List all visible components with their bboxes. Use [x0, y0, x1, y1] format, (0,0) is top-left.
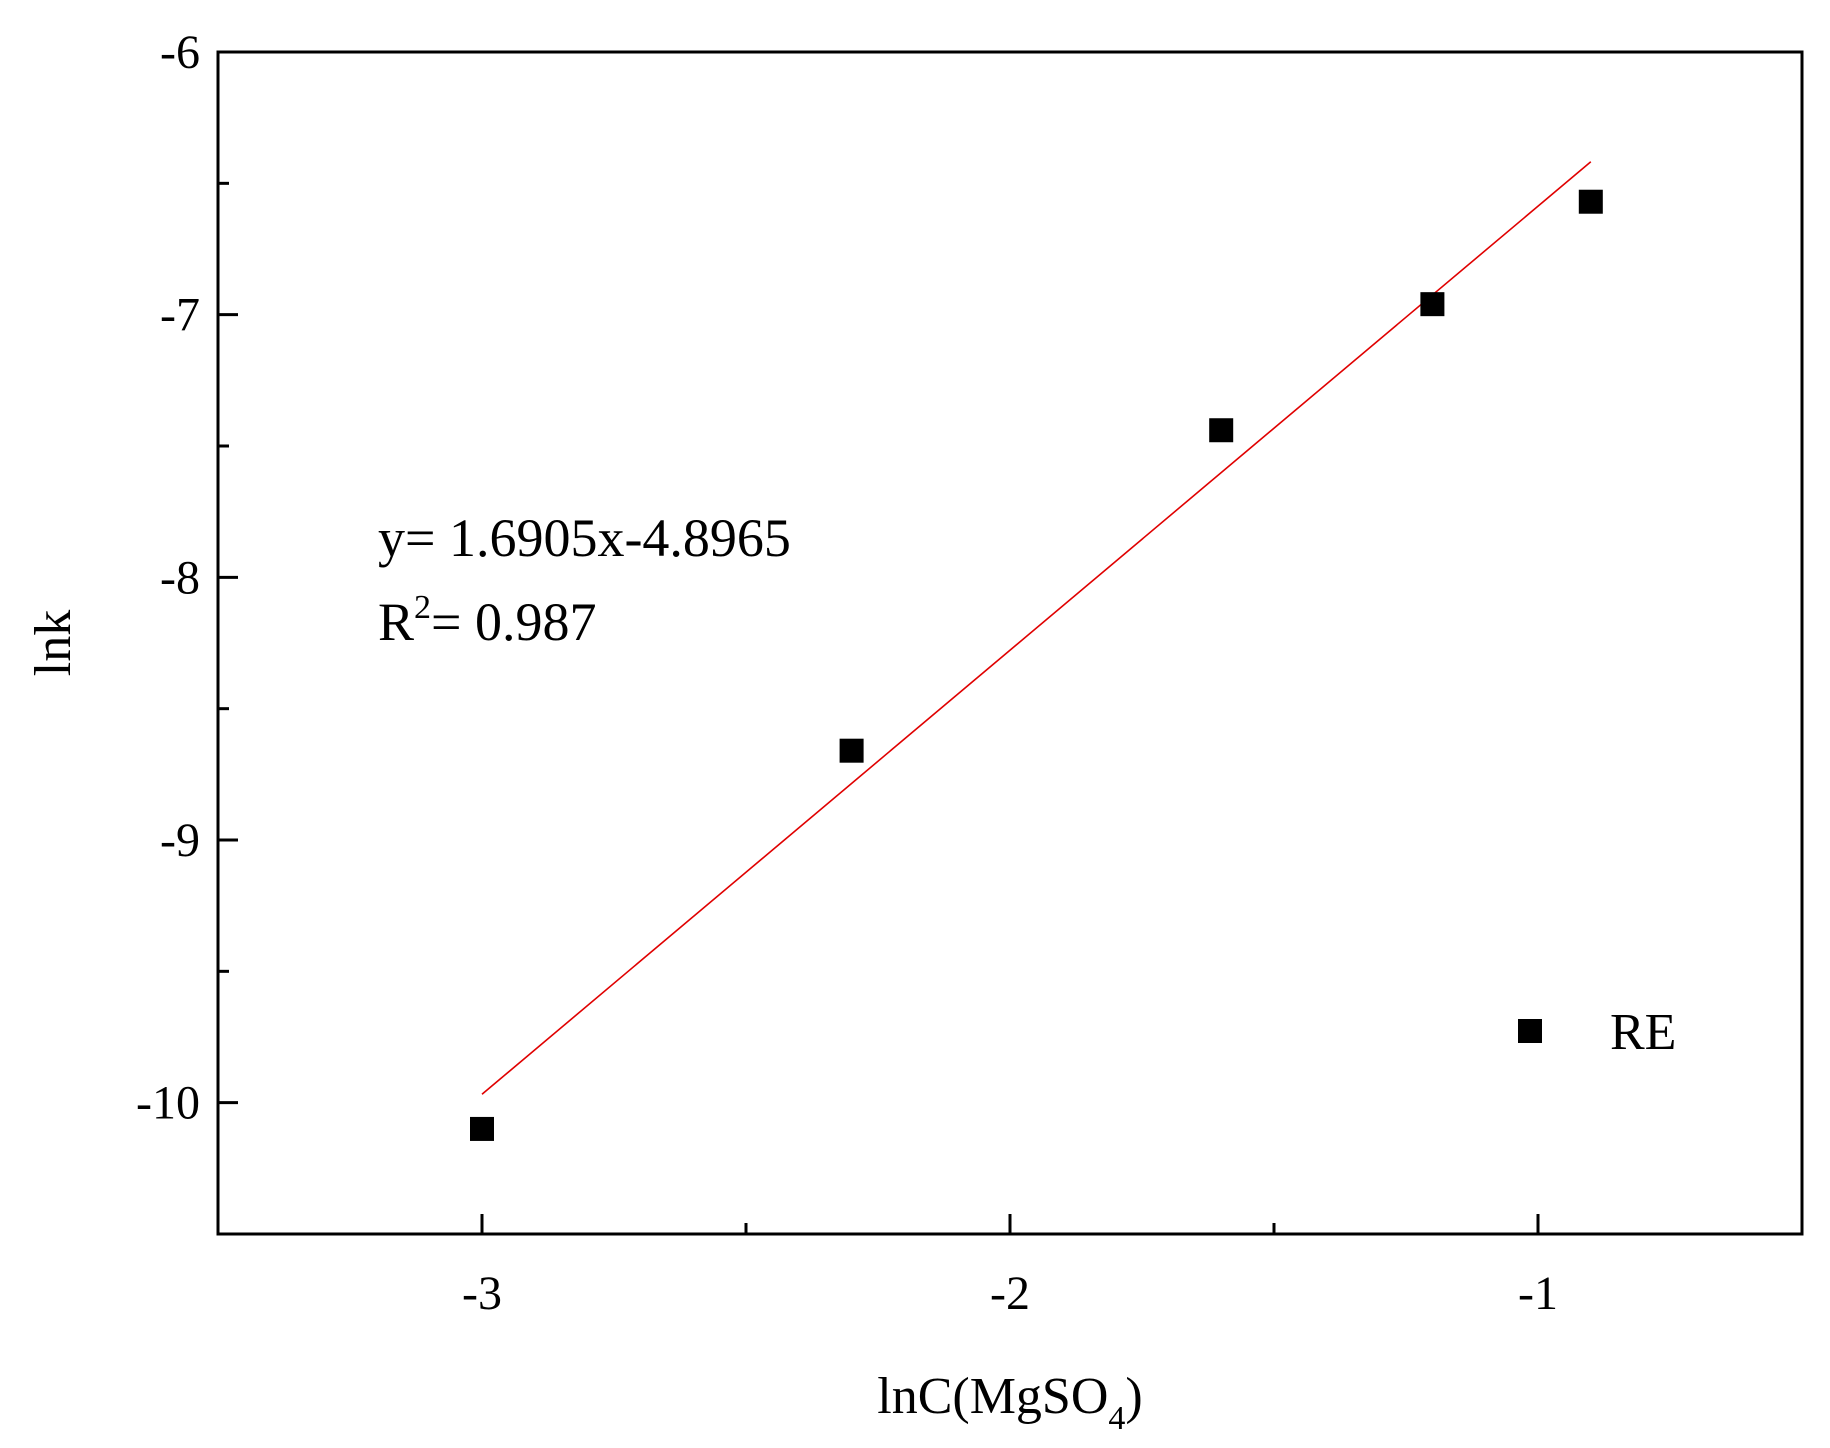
y-tick-label: -9	[160, 814, 200, 867]
data-point	[1209, 418, 1234, 443]
data-points	[470, 189, 1603, 1141]
data-point	[470, 1116, 494, 1141]
data-point	[1578, 189, 1603, 214]
fit-equation: y= 1.6905x-4.8965	[378, 508, 791, 568]
ticks	[218, 50, 1540, 1234]
r-squared-prefix: R	[378, 592, 414, 652]
legend-marker	[1518, 1019, 1542, 1043]
x-tick-label: -1	[1518, 1267, 1558, 1320]
x-tick-label: -2	[990, 1267, 1030, 1320]
x-axis-title-close: )	[1125, 1368, 1142, 1425]
legend: RE	[1518, 1004, 1676, 1061]
y-tick-label: -7	[160, 289, 200, 342]
tick-labels: -3 -2 -1 -10 -9 -8 -7 -6	[136, 26, 1558, 1320]
y-tick-label: -10	[136, 1077, 200, 1130]
r-squared-superscript: 2	[414, 589, 431, 626]
x-axis-title-main: lnC(MgSO	[877, 1368, 1108, 1425]
legend-label: RE	[1610, 1004, 1676, 1061]
y-tick-label: -6	[160, 26, 200, 79]
x-axis-title: lnC(MgSO4)	[877, 1368, 1142, 1437]
y-axis-title: lnk	[25, 610, 82, 676]
r-squared-value: = 0.987	[431, 592, 596, 652]
data-point	[1420, 292, 1445, 317]
y-tick-label: -8	[160, 551, 200, 604]
fit-line	[481, 161, 1592, 1095]
x-tick-label: -3	[462, 1267, 502, 1320]
data-point	[839, 738, 864, 763]
fit-r-squared: R2= 0.987	[378, 589, 597, 652]
x-axis-title-subscript: 4	[1108, 1400, 1125, 1437]
